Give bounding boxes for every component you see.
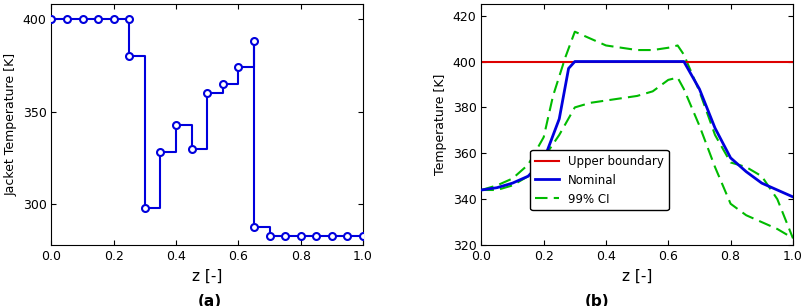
X-axis label: z [-]: z [-] [622,268,652,283]
Nominal [523,174,533,178]
99% CI [673,44,683,47]
Nominal [539,158,549,162]
Nominal [772,188,782,192]
99% CI [788,236,798,240]
99% CI [663,46,673,50]
99% CI [695,90,705,93]
99% CI [601,44,611,47]
99% CI [508,177,517,180]
Legend: Upper boundary, Nominal, 99% CI: Upper boundary, Nominal, 99% CI [530,150,669,210]
99% CI [742,165,751,169]
Y-axis label: Temperature [K]: Temperature [K] [434,74,447,175]
99% CI [561,55,571,59]
Nominal [492,186,502,189]
Nominal [710,126,720,130]
Line: Nominal: Nominal [481,62,793,197]
99% CI [492,184,502,187]
Nominal [570,60,579,63]
Line: 99% CI: 99% CI [481,32,793,238]
Nominal [586,60,596,63]
Nominal [564,67,574,70]
Nominal [633,60,642,63]
Nominal [554,117,564,121]
Nominal [788,195,798,199]
Text: (a): (a) [198,294,222,306]
99% CI [725,161,735,164]
Nominal [742,170,751,174]
X-axis label: z [-]: z [-] [192,268,223,283]
Nominal [663,60,673,63]
Nominal [508,181,517,185]
99% CI [633,48,642,52]
99% CI [679,53,688,57]
99% CI [523,163,533,166]
99% CI [476,188,486,192]
Nominal [673,60,683,63]
Nominal [757,181,767,185]
99% CI [586,37,596,40]
Nominal [601,60,611,63]
Text: (b): (b) [585,294,609,306]
Nominal [695,87,705,91]
99% CI [757,174,767,178]
99% CI [648,48,658,52]
99% CI [570,30,579,34]
99% CI [772,197,782,201]
Nominal [725,156,735,160]
99% CI [539,135,549,139]
99% CI [710,133,720,137]
99% CI [548,94,558,98]
Nominal [679,60,688,63]
Nominal [476,188,486,192]
Y-axis label: Jacket Temperature [K]: Jacket Temperature [K] [4,53,17,196]
